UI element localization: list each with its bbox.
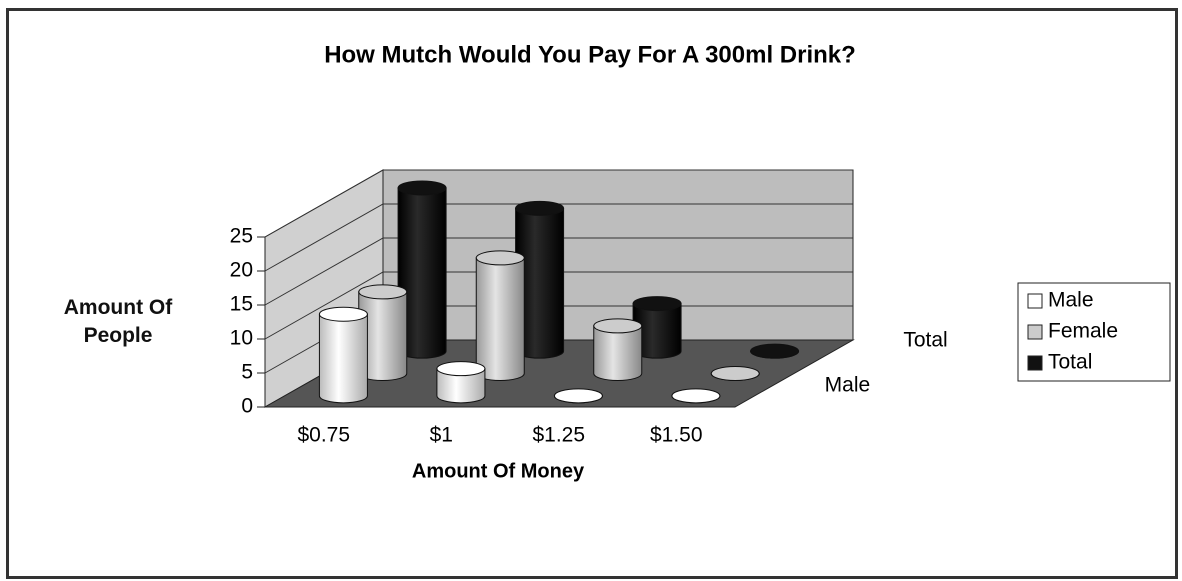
cylinder-top <box>358 284 408 300</box>
cylinder-top <box>671 388 721 404</box>
cylinder-top <box>475 250 525 266</box>
legend-swatch <box>1027 293 1043 309</box>
grid-line <box>264 203 853 272</box>
cylinder <box>475 257 525 381</box>
y-tick-label: 20 <box>230 259 253 282</box>
cylinder-top <box>515 200 565 216</box>
cylinder <box>436 368 486 404</box>
cylinder <box>318 313 368 404</box>
y-tick-label: 10 <box>230 327 253 350</box>
legend-label: Male <box>1048 289 1094 312</box>
cylinder <box>593 325 643 381</box>
cylinder-top <box>593 318 643 334</box>
grid-line <box>264 169 853 238</box>
cylinder-top <box>632 296 682 312</box>
cylinder-top <box>318 306 368 322</box>
x-tick-label: $0.75 <box>297 424 350 447</box>
legend-label: Total <box>1048 351 1092 374</box>
legend-swatch <box>1027 324 1043 340</box>
cylinder-top <box>750 343 800 359</box>
chart-title: How Mutch Would You Pay For A 300ml Drin… <box>324 41 856 68</box>
x-tick-label: $1.50 <box>650 424 703 447</box>
depth-tick-label: Male <box>825 373 871 396</box>
y-tick-label: 25 <box>230 225 253 248</box>
y-tick-label: 15 <box>230 293 253 316</box>
legend-box <box>1017 282 1171 382</box>
cylinder-top <box>436 361 486 377</box>
cylinder-top <box>710 366 760 381</box>
cylinder-top <box>397 180 447 196</box>
back-wall <box>382 169 854 341</box>
cylinder-top <box>553 388 603 404</box>
x-tick-label: $1.25 <box>532 424 585 447</box>
y-axis-title: Amount Of People <box>63 296 173 347</box>
grid-line <box>264 237 853 306</box>
x-axis-title: Amount Of Money <box>412 460 585 482</box>
legend-swatch <box>1027 355 1043 371</box>
y-tick-label: 0 <box>241 395 253 418</box>
depth-tick-label: Total <box>903 329 947 352</box>
legend-label: Female <box>1048 320 1118 343</box>
grid-line <box>264 271 853 340</box>
y-tick-label: 5 <box>241 361 253 384</box>
x-tick-label: $1 <box>430 424 453 447</box>
